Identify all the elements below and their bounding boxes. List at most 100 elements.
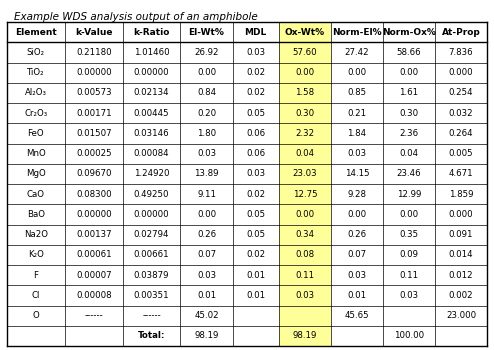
Bar: [279, 204, 331, 224]
Text: 9.11: 9.11: [197, 190, 216, 199]
Bar: [279, 63, 331, 83]
Text: k-Value: k-Value: [75, 28, 113, 37]
Text: 12.99: 12.99: [397, 190, 421, 199]
Text: 0.000: 0.000: [449, 210, 473, 219]
Text: 0.00137: 0.00137: [76, 230, 112, 239]
Text: 23.000: 23.000: [446, 311, 476, 320]
Text: 100.00: 100.00: [394, 331, 424, 340]
Text: 0.20: 0.20: [197, 108, 216, 118]
Text: 0.03: 0.03: [197, 271, 216, 280]
Text: 0.03: 0.03: [197, 149, 216, 158]
Text: 0.00: 0.00: [197, 210, 216, 219]
Text: Ox-Wt%: Ox-Wt%: [285, 28, 325, 37]
Text: 0.00: 0.00: [347, 210, 367, 219]
Text: 0.00084: 0.00084: [134, 149, 169, 158]
Text: 0.000: 0.000: [449, 68, 473, 77]
Text: 0.00000: 0.00000: [134, 210, 169, 219]
Bar: [279, 22, 331, 42]
Bar: [279, 103, 331, 123]
Text: 0.014: 0.014: [449, 250, 473, 259]
Text: 0.02794: 0.02794: [134, 230, 169, 239]
Text: 0.03879: 0.03879: [134, 271, 169, 280]
Bar: [279, 144, 331, 164]
Text: 0.07: 0.07: [347, 250, 367, 259]
Text: 14.15: 14.15: [345, 169, 369, 178]
Text: 0.26: 0.26: [197, 230, 216, 239]
Text: 0.00351: 0.00351: [134, 291, 169, 300]
Text: 0.01: 0.01: [246, 271, 265, 280]
Text: 0.05: 0.05: [246, 108, 265, 118]
Text: ------: ------: [84, 311, 103, 320]
Text: 0.012: 0.012: [449, 271, 473, 280]
Text: 0.00445: 0.00445: [134, 108, 169, 118]
Text: BaO: BaO: [27, 210, 45, 219]
Bar: [279, 123, 331, 144]
Bar: [279, 265, 331, 285]
Text: 0.21180: 0.21180: [76, 48, 112, 57]
Text: MnO: MnO: [26, 149, 46, 158]
Text: 0.11: 0.11: [295, 271, 314, 280]
Text: 57.60: 57.60: [292, 48, 317, 57]
Text: 0.26: 0.26: [347, 230, 367, 239]
Text: 23.46: 23.46: [397, 169, 421, 178]
Text: 1.84: 1.84: [347, 129, 367, 138]
Text: 0.03146: 0.03146: [134, 129, 169, 138]
Text: 0.091: 0.091: [449, 230, 473, 239]
Text: 0.00061: 0.00061: [76, 250, 112, 259]
Bar: [279, 245, 331, 265]
Text: O: O: [33, 311, 40, 320]
Text: El-Wt%: El-Wt%: [189, 28, 224, 37]
Text: Element: Element: [15, 28, 57, 37]
Text: 0.85: 0.85: [347, 88, 367, 97]
Text: F: F: [34, 271, 39, 280]
Text: Norm-El%: Norm-El%: [332, 28, 382, 37]
Text: 0.00171: 0.00171: [76, 108, 112, 118]
Bar: [279, 285, 331, 306]
Text: 0.04: 0.04: [295, 149, 314, 158]
Text: 58.66: 58.66: [397, 48, 421, 57]
Text: Norm-Ox%: Norm-Ox%: [382, 28, 436, 37]
Text: 98.19: 98.19: [292, 331, 317, 340]
Text: 1.61: 1.61: [399, 88, 418, 97]
Text: 0.30: 0.30: [295, 108, 314, 118]
Text: 0.84: 0.84: [197, 88, 216, 97]
Text: 0.03: 0.03: [347, 149, 367, 158]
Text: 0.00007: 0.00007: [76, 271, 112, 280]
Text: CaO: CaO: [27, 190, 45, 199]
Bar: [279, 326, 331, 346]
Text: 0.09: 0.09: [400, 250, 418, 259]
Text: 23.03: 23.03: [292, 169, 317, 178]
Text: 45.02: 45.02: [194, 311, 219, 320]
Text: Total:: Total:: [138, 331, 165, 340]
Text: 0.00: 0.00: [197, 68, 216, 77]
Text: 0.00000: 0.00000: [76, 68, 112, 77]
Text: MgO: MgO: [26, 169, 46, 178]
Text: 0.01: 0.01: [197, 291, 216, 300]
Text: 0.03: 0.03: [246, 169, 265, 178]
Bar: [279, 164, 331, 184]
Text: Example WDS analysis output of an amphibole: Example WDS analysis output of an amphib…: [14, 12, 258, 22]
Text: 7.836: 7.836: [449, 48, 473, 57]
Text: K₂O: K₂O: [28, 250, 44, 259]
Text: 0.09670: 0.09670: [76, 169, 112, 178]
Text: Al₂O₃: Al₂O₃: [25, 88, 47, 97]
Text: 0.08300: 0.08300: [76, 190, 112, 199]
Bar: [279, 306, 331, 326]
Text: 0.06: 0.06: [246, 129, 265, 138]
Text: 0.07: 0.07: [197, 250, 216, 259]
Text: 0.49250: 0.49250: [134, 190, 169, 199]
Text: ------: ------: [142, 311, 161, 320]
Text: 0.11: 0.11: [399, 271, 418, 280]
Text: 0.02: 0.02: [246, 250, 265, 259]
Text: 0.05: 0.05: [246, 230, 265, 239]
Text: 0.05: 0.05: [246, 210, 265, 219]
Text: 1.58: 1.58: [295, 88, 314, 97]
Text: 0.00000: 0.00000: [76, 210, 112, 219]
Text: MDL: MDL: [245, 28, 267, 37]
Text: 26.92: 26.92: [194, 48, 219, 57]
Text: 0.00661: 0.00661: [134, 250, 169, 259]
Text: At-Prop: At-Prop: [442, 28, 480, 37]
Text: 0.30: 0.30: [399, 108, 418, 118]
Text: 0.02: 0.02: [246, 88, 265, 97]
Text: 0.21: 0.21: [347, 108, 367, 118]
